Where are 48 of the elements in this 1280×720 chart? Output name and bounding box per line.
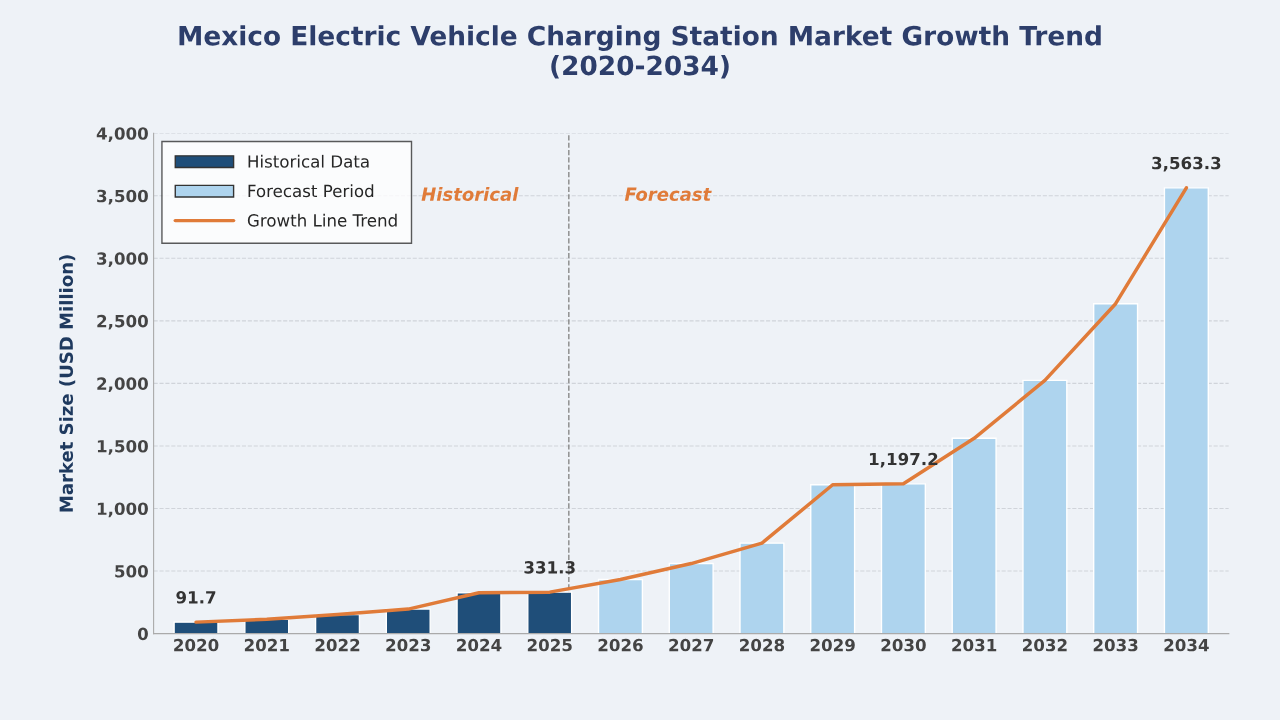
bar [810, 484, 856, 634]
x-tick-label: 2029 [810, 638, 855, 652]
x-tick-label: 2025 [527, 638, 572, 652]
data-label: 3,563.3 [1152, 156, 1221, 172]
y-tick-label: 1,000 [97, 502, 148, 518]
bar [880, 483, 927, 634]
bar [173, 621, 219, 634]
y-axis-title: Market Size (USD Million) [59, 255, 76, 512]
x-tick-label: 2032 [1023, 638, 1067, 652]
bar [951, 437, 997, 634]
bar [1092, 303, 1139, 634]
legend-label: Growth Line Trend [247, 213, 397, 227]
x-tick-label: 2020 [174, 638, 219, 652]
legend-label: Historical Data [248, 154, 369, 168]
y-tick-label: 3,500 [97, 189, 148, 205]
x-tick-label: 2021 [244, 638, 289, 652]
x-tick-label: 2030 [881, 638, 926, 652]
x-tick-label: 2028 [740, 638, 785, 652]
x-tick-label: 2022 [315, 638, 360, 652]
y-tick-label: 2,500 [97, 314, 148, 330]
y-tick-label: 4,000 [96, 127, 148, 142]
x-tick-label: 2024 [457, 638, 502, 652]
y-tick-label: 0 [137, 627, 148, 641]
bar [456, 591, 502, 634]
bar [597, 578, 644, 634]
bar [668, 562, 714, 634]
x-tick-label: 2033 [1093, 638, 1138, 652]
legend-label: Forecast Period [248, 184, 374, 198]
x-tick-label: 2031 [952, 638, 997, 652]
x-tick-label: 2023 [386, 638, 431, 652]
annotation: Forecast [624, 187, 712, 201]
x-tick-label: 2027 [669, 638, 714, 652]
bar [739, 542, 785, 634]
y-tick-label: 3,000 [97, 252, 148, 267]
bar [527, 591, 573, 634]
x-tick-label: 2026 [598, 638, 643, 652]
bar [385, 608, 431, 634]
data-label: 1,197.2 [869, 452, 938, 468]
data-label: 331.3 [524, 561, 575, 574]
x-tick-label: 2034 [1164, 638, 1209, 652]
bar [1022, 379, 1068, 634]
annotation: Historical [421, 187, 519, 201]
y-tick-label: 500 [115, 565, 148, 578]
y-tick-label: 1,500 [97, 439, 148, 455]
chart-title: Mexico Electric Vehicle Charging Station Market Growth Trend (2020-2034) [179, 25, 1101, 79]
y-tick-label: 2,000 [97, 377, 148, 393]
data-label: 91.7 [176, 591, 216, 604]
bar [1163, 187, 1209, 634]
